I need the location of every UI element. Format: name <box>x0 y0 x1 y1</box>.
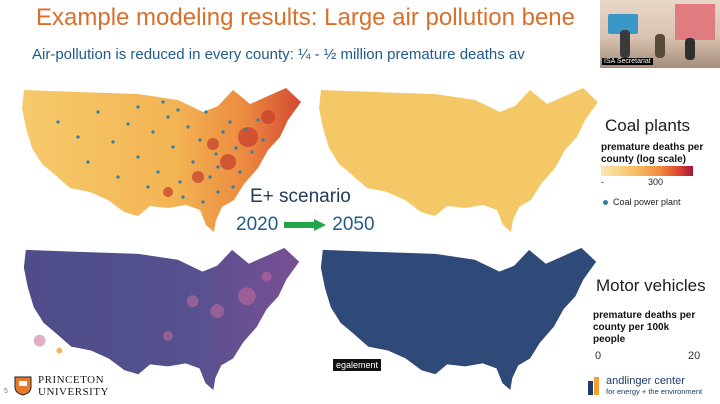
person-figure <box>620 30 630 58</box>
video-call-thumbnail[interactable]: ISA Secretariat <box>600 0 720 68</box>
coal-scale-min: - <box>601 177 604 187</box>
princeton-shield-icon <box>14 376 32 396</box>
princeton-line1: PRINCETON <box>38 374 105 386</box>
coal-legend-title: Coal plants <box>605 116 691 135</box>
coal-dot-label: Coal power plant <box>613 197 681 207</box>
coal-legend-subtitle-line2: county (log scale) <box>601 154 687 165</box>
year-start: 2020 <box>236 214 279 235</box>
screen-panel <box>608 14 638 34</box>
andlinger-line1: andlinger center <box>606 375 685 387</box>
map-motor-2020 <box>23 247 300 391</box>
scenario-label: E+ scenario <box>250 186 351 207</box>
coal-legend-subtitle-line1: premature deaths per <box>601 142 704 153</box>
motor-scale-min: 0 <box>595 350 602 362</box>
caption-subtitle: egalement <box>333 359 382 371</box>
coal-color-scale <box>601 166 693 176</box>
motor-legend-subtitle-line3: people <box>593 334 626 345</box>
coal-scale-max: 300 <box>648 177 664 187</box>
slide-title: Example modeling results: Large air poll… <box>36 4 575 31</box>
motor-legend-subtitle: premature deaths per county per 100k peo… <box>593 310 695 346</box>
princeton-line2: UNIVERSITY <box>38 386 109 398</box>
person-figure <box>685 38 695 60</box>
right-arrow-icon <box>284 219 327 231</box>
andlinger-mark-icon <box>588 377 599 395</box>
motor-legend-title: Motor vehicles <box>596 276 706 295</box>
year-end: 2050 <box>332 214 375 235</box>
princeton-logo: PRINCETON UNIVERSITY <box>14 374 109 398</box>
coal-dot-legend: Coal power plant <box>603 197 681 207</box>
motor-scale-max: 20 <box>688 350 701 362</box>
motor-legend-subtitle-line1: premature deaths per <box>593 310 696 321</box>
dot-icon <box>603 199 608 205</box>
motor-legend-subtitle-line2: county per 100k <box>593 322 670 333</box>
video-banner: ISA Secretariat <box>602 58 653 65</box>
andlinger-logo: andlinger center for energy + the enviro… <box>588 376 702 396</box>
slide-subtitle: Air-pollution is reduced in every county… <box>32 46 525 63</box>
map-coal-2020 <box>22 88 301 232</box>
banner-panel <box>675 4 715 40</box>
person-figure <box>655 34 665 58</box>
slide-number: 5 <box>4 388 8 395</box>
coal-legend-subtitle: premature deaths per county (log scale) <box>601 142 703 166</box>
scenario-years: 2020 2050 <box>236 214 375 236</box>
map-coal-2050 <box>319 88 598 232</box>
andlinger-line2: for energy + the environment <box>606 387 703 396</box>
